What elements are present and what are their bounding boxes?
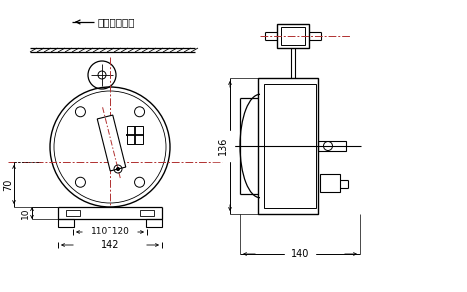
Bar — [140, 210, 154, 216]
Text: 140: 140 — [291, 249, 309, 259]
Text: 142: 142 — [101, 240, 119, 250]
Circle shape — [116, 168, 120, 171]
Text: 胶带运行方向: 胶带运行方向 — [98, 17, 135, 27]
Text: 10: 10 — [21, 207, 29, 219]
Bar — [127, 126, 143, 144]
Bar — [258, 78, 318, 214]
Bar — [58, 219, 74, 227]
Bar — [146, 219, 162, 227]
Bar — [264, 84, 316, 208]
Text: 70: 70 — [3, 178, 13, 191]
Bar — [66, 210, 80, 216]
Text: 136: 136 — [218, 137, 228, 155]
Polygon shape — [97, 115, 126, 171]
Bar — [318, 141, 346, 151]
Text: 110¯120: 110¯120 — [91, 227, 129, 237]
Bar — [320, 174, 340, 192]
Bar — [281, 27, 305, 45]
Bar — [277, 24, 309, 48]
